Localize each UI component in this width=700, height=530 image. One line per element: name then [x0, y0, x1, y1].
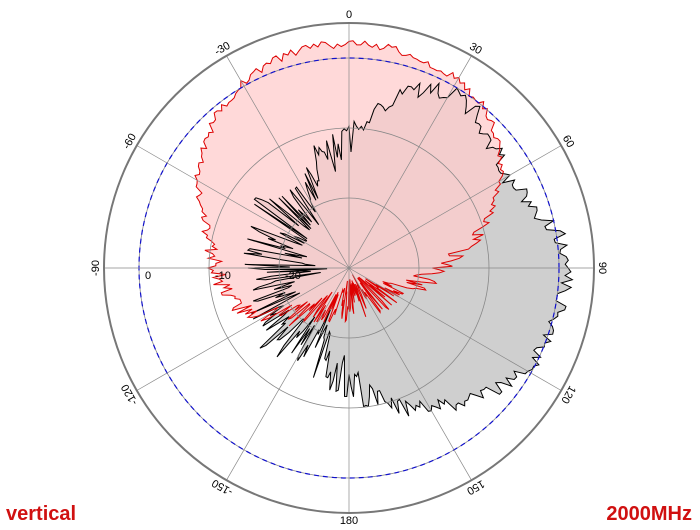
radial-tick-label: 0 [145, 270, 151, 282]
angle-tick-label: 150 [465, 477, 487, 497]
spoke-line [136, 145, 350, 269]
spoke-line [226, 267, 350, 481]
spoke-line [348, 267, 562, 391]
angle-tick-label: -90 [90, 260, 102, 276]
spoke-line [348, 55, 472, 269]
angle-tick-label: 60 [560, 133, 577, 150]
angle-tick-label: -150 [210, 476, 235, 497]
polarization-label: vertical [6, 503, 77, 525]
spoke-line [348, 145, 562, 269]
grid-layer [103, 22, 595, 514]
radial-tick-label: -10 [215, 270, 231, 282]
frequency-label: 2000MHz [606, 503, 692, 525]
angle-tick-label: -60 [121, 132, 139, 152]
angle-tick-label: 0 [346, 9, 352, 21]
radial-tick-label: -20 [285, 270, 301, 282]
angle-tick-label: 90 [596, 262, 608, 274]
spoke-line [348, 267, 472, 481]
angle-tick-label: -120 [119, 382, 140, 407]
tick-layer: 0 30 60 90 120 150 180 -150 -120 -90 -60 -30 -20 -10 0 [90, 9, 608, 527]
spoke-line [136, 267, 350, 391]
series-layer [194, 40, 574, 417]
angle-tick-label: 120 [558, 384, 578, 406]
spoke-line [226, 55, 350, 269]
angle-tick-label: 30 [467, 41, 484, 58]
outer-ring [103, 22, 595, 514]
angle-tick-label: -30 [213, 40, 233, 58]
angle-tick-label: 180 [340, 515, 358, 527]
